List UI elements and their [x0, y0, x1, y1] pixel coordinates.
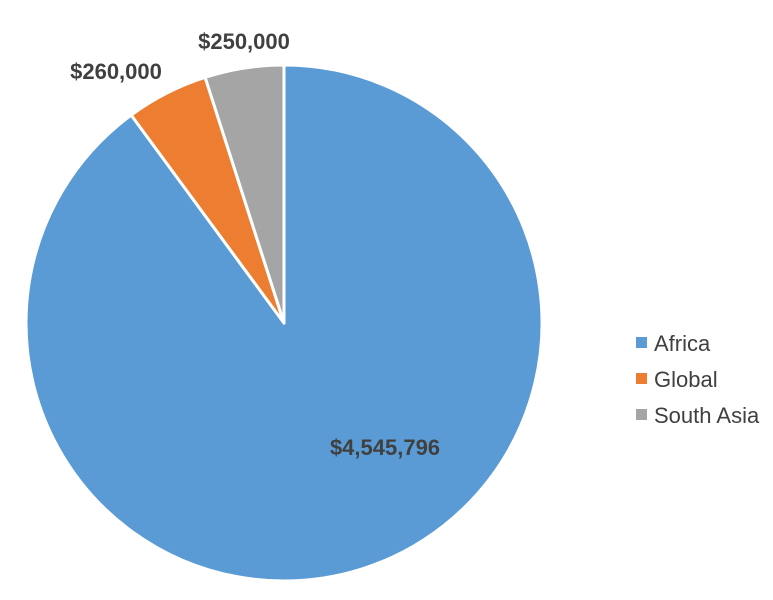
legend-swatch-africa [636, 337, 647, 348]
legend-label-global: Global [654, 367, 718, 392]
data-label-africa: $4,545,796 [330, 435, 440, 460]
pie-data-labels: $4,545,796 $260,000 $250,000 [70, 29, 440, 460]
legend-swatch-global [636, 373, 647, 384]
data-label-global: $260,000 [70, 59, 162, 84]
legend-label-south-asia: South Asia [654, 403, 760, 428]
legend-swatch-south-asia [636, 409, 647, 420]
pie-slice-africa [24, 63, 544, 583]
pie-slice-south-asia [203, 63, 286, 325]
legend-label-africa: Africa [654, 331, 711, 356]
pie-slices [24, 63, 544, 583]
chart-legend: Africa Global South Asia [636, 331, 760, 428]
data-label-south-asia: $250,000 [198, 29, 290, 54]
